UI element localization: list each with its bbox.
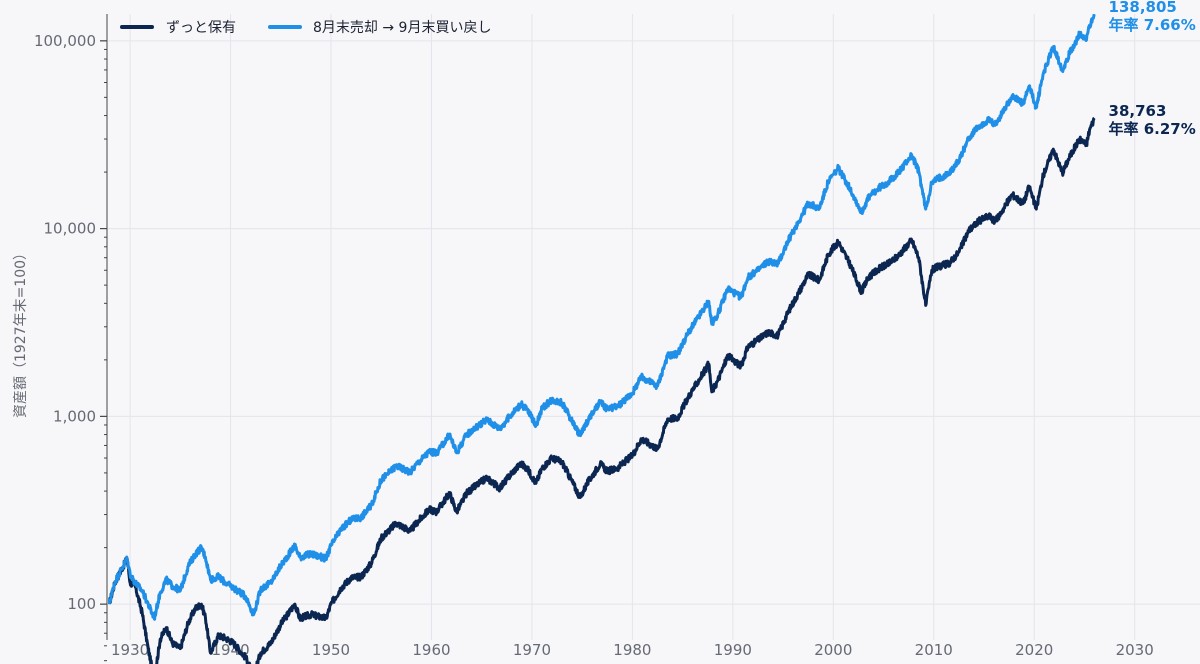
grid-lines [108, 14, 1200, 640]
y-tick-label: 10,000 [44, 220, 97, 238]
y-tick-label: 100 [67, 595, 96, 613]
legend-label-strategy: 8月末売却 → 9月末買い戻し [313, 20, 491, 36]
annual-rate-label: 年率 6.27% [1109, 120, 1196, 138]
x-tick-label: 2030 [1116, 641, 1154, 659]
series-line-hold [108, 117, 1096, 664]
series-line-strategy [108, 14, 1096, 621]
x-tick-label: 1970 [513, 641, 551, 659]
x-tick-label: 1950 [312, 641, 350, 659]
y-tick-label: 1,000 [53, 407, 96, 425]
x-tick-label: 1990 [714, 641, 752, 659]
x-tick-label: 2000 [814, 641, 852, 659]
annual-rate-label: 年率 7.66% [1109, 16, 1196, 34]
x-tick-label: 1960 [412, 641, 450, 659]
end-value-label: 138,805 [1109, 0, 1177, 16]
x-tick-label: 2020 [1015, 641, 1053, 659]
y-axis-label: 資産額（1927年末=100） [13, 246, 29, 418]
legend-label-hold: ずっと保有 [166, 20, 236, 36]
x-tick-label: 1930 [111, 641, 149, 659]
y-axis: 100 1,000 10,000 100,000 [34, 14, 108, 662]
y-tick-label: 100,000 [34, 32, 96, 50]
end-value-label: 38,763 [1109, 102, 1167, 120]
series-lines [108, 14, 1096, 664]
x-tick-label: 1980 [613, 641, 651, 659]
legend: ずっと保有 8月末売却 → 9月末買い戻し [120, 20, 491, 36]
x-tick-label: 2010 [915, 641, 953, 659]
